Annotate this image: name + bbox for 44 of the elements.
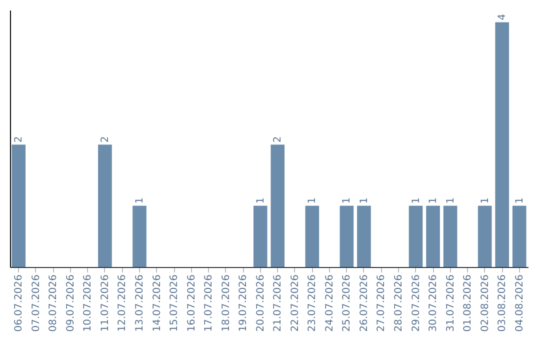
data-label: 1: [410, 197, 422, 204]
x-tick-label: 14.07.2026: [152, 274, 163, 332]
x-tick-label: 31.07.2026: [445, 274, 456, 332]
data-label: 1: [480, 197, 491, 204]
x-tick-label: 29.07.2026: [410, 274, 422, 332]
x-tick-label: 28.07.2026: [394, 274, 404, 332]
x-tick-label: 16.07.2026: [186, 274, 198, 332]
x-tick-label: 20.07.2026: [255, 274, 266, 332]
x-tick-label: 15.07.2026: [169, 274, 180, 332]
x-tick-label: 27.07.2026: [376, 274, 388, 332]
x-tick-label: 10.07.2026: [82, 274, 94, 332]
x-tick-label: 17.07.2026: [204, 274, 215, 332]
data-label: 1: [307, 197, 318, 204]
data-label: 1: [255, 197, 266, 204]
x-tick-label: 09.07.2026: [65, 274, 76, 332]
data-label: 1: [445, 197, 456, 204]
data-label: 4: [497, 14, 508, 20]
data-label: 1: [342, 197, 353, 204]
data-label: 1: [358, 197, 370, 204]
x-tick-label: 30.07.2026: [428, 274, 440, 332]
x-tick-label: 02.08.2026: [480, 274, 491, 332]
x-tick-label: 06.07.2026: [14, 274, 25, 332]
x-tick-label: 18.07.2026: [220, 274, 232, 332]
x-tick-label: 04.08.2026: [514, 274, 526, 332]
x-tick-label: 08.07.2026: [48, 274, 60, 332]
x-tick-label: 26.07.2026: [358, 274, 370, 332]
x-tick-label: 21.07.2026: [272, 274, 284, 332]
x-tick-label: 07.07.2026: [30, 274, 42, 332]
data-label: 2: [14, 136, 25, 143]
x-tick-label: 22.07.2026: [290, 274, 301, 332]
data-label: 1: [428, 197, 440, 204]
x-tick-label: 13.07.2026: [134, 274, 146, 332]
x-tick-label: 23.07.2026: [307, 274, 318, 332]
x-tick-label: 03.08.2026: [497, 274, 508, 332]
x-tick-label: 11.07.2026: [100, 274, 111, 332]
data-label: 1: [514, 197, 526, 204]
x-tick-label: 01.08.2026: [462, 274, 474, 332]
data-label: 2: [100, 136, 111, 143]
x-tick-label: 24.07.2026: [324, 274, 336, 332]
x-tick-label: 19.07.2026: [238, 274, 250, 332]
data-label: 2: [272, 136, 284, 143]
x-tick-label: 25.07.2026: [342, 274, 353, 332]
x-tick-label: 12.07.2026: [117, 274, 128, 332]
data-label: 1: [134, 197, 146, 204]
